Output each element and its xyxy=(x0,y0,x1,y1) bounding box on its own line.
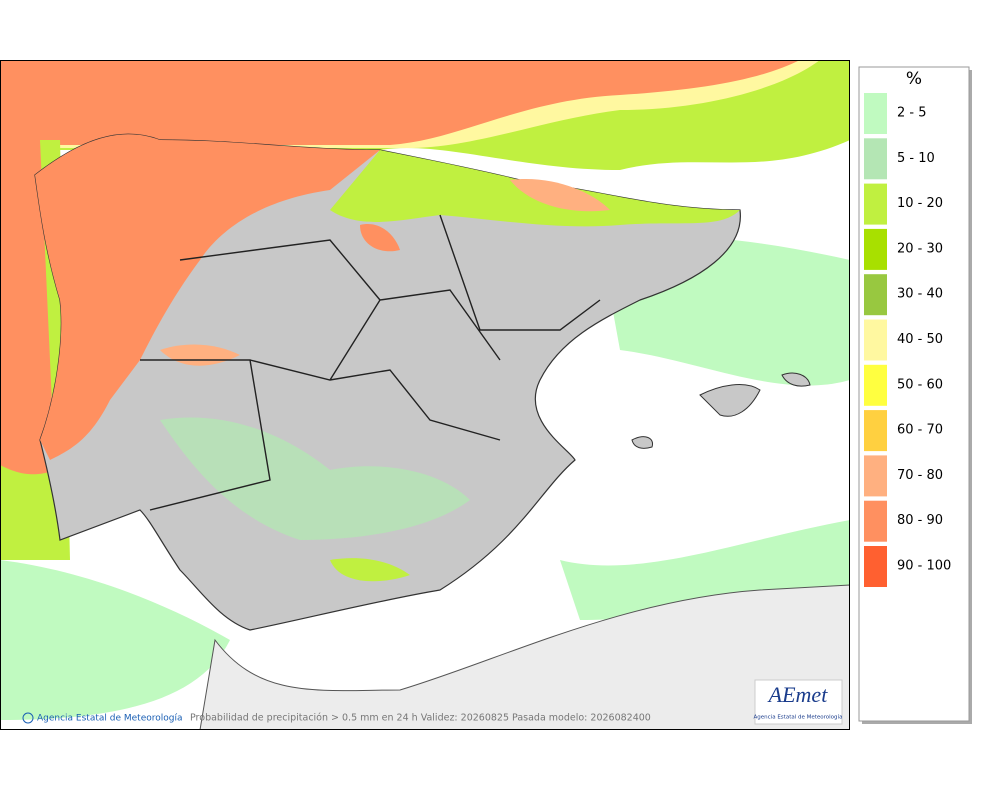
legend-label: 5 - 10 xyxy=(897,151,935,166)
legend-label: 20 - 30 xyxy=(897,241,943,256)
legend-swatch xyxy=(864,364,887,406)
legend-swatch xyxy=(864,93,887,134)
legend-label: 70 - 80 xyxy=(897,468,943,483)
logo-text: AEmet xyxy=(767,682,829,707)
legend-items: 2 - 5 5 - 10 10 - 20 20 - 30 30 - 40 40 - 50 5… xyxy=(864,93,951,587)
legend-swatch xyxy=(864,319,887,361)
legend-swatch xyxy=(864,500,887,542)
legend-swatch xyxy=(864,546,887,587)
agency-credit: Agencia Estatal de Meteorología xyxy=(37,714,183,724)
legend-title: % xyxy=(906,69,922,89)
legend-label: 50 - 60 xyxy=(897,377,943,392)
legend-swatch xyxy=(864,455,887,497)
legend-label: 2 - 5 xyxy=(897,106,927,121)
map-frame xyxy=(0,60,850,730)
map-caption: Probabilidad de precipitación > 0.5 mm e… xyxy=(190,713,651,724)
legend-swatch xyxy=(864,410,887,452)
legend-label: 60 - 70 xyxy=(897,423,943,438)
logo-box xyxy=(754,679,843,725)
logo-subtitle: Agencia Estatal de Meteorología xyxy=(754,714,843,721)
legend-label: 10 - 20 xyxy=(897,196,943,211)
legend-swatch xyxy=(864,274,887,316)
legend-label: 90 - 100 xyxy=(897,559,951,574)
legend-swatch xyxy=(864,138,887,180)
map xyxy=(0,60,850,730)
legend-label: 40 - 50 xyxy=(897,332,943,347)
legend-swatch xyxy=(864,228,887,270)
legend-swatch xyxy=(864,183,887,225)
legend-label: 30 - 40 xyxy=(897,287,943,302)
legend-label: 80 - 90 xyxy=(897,513,943,528)
